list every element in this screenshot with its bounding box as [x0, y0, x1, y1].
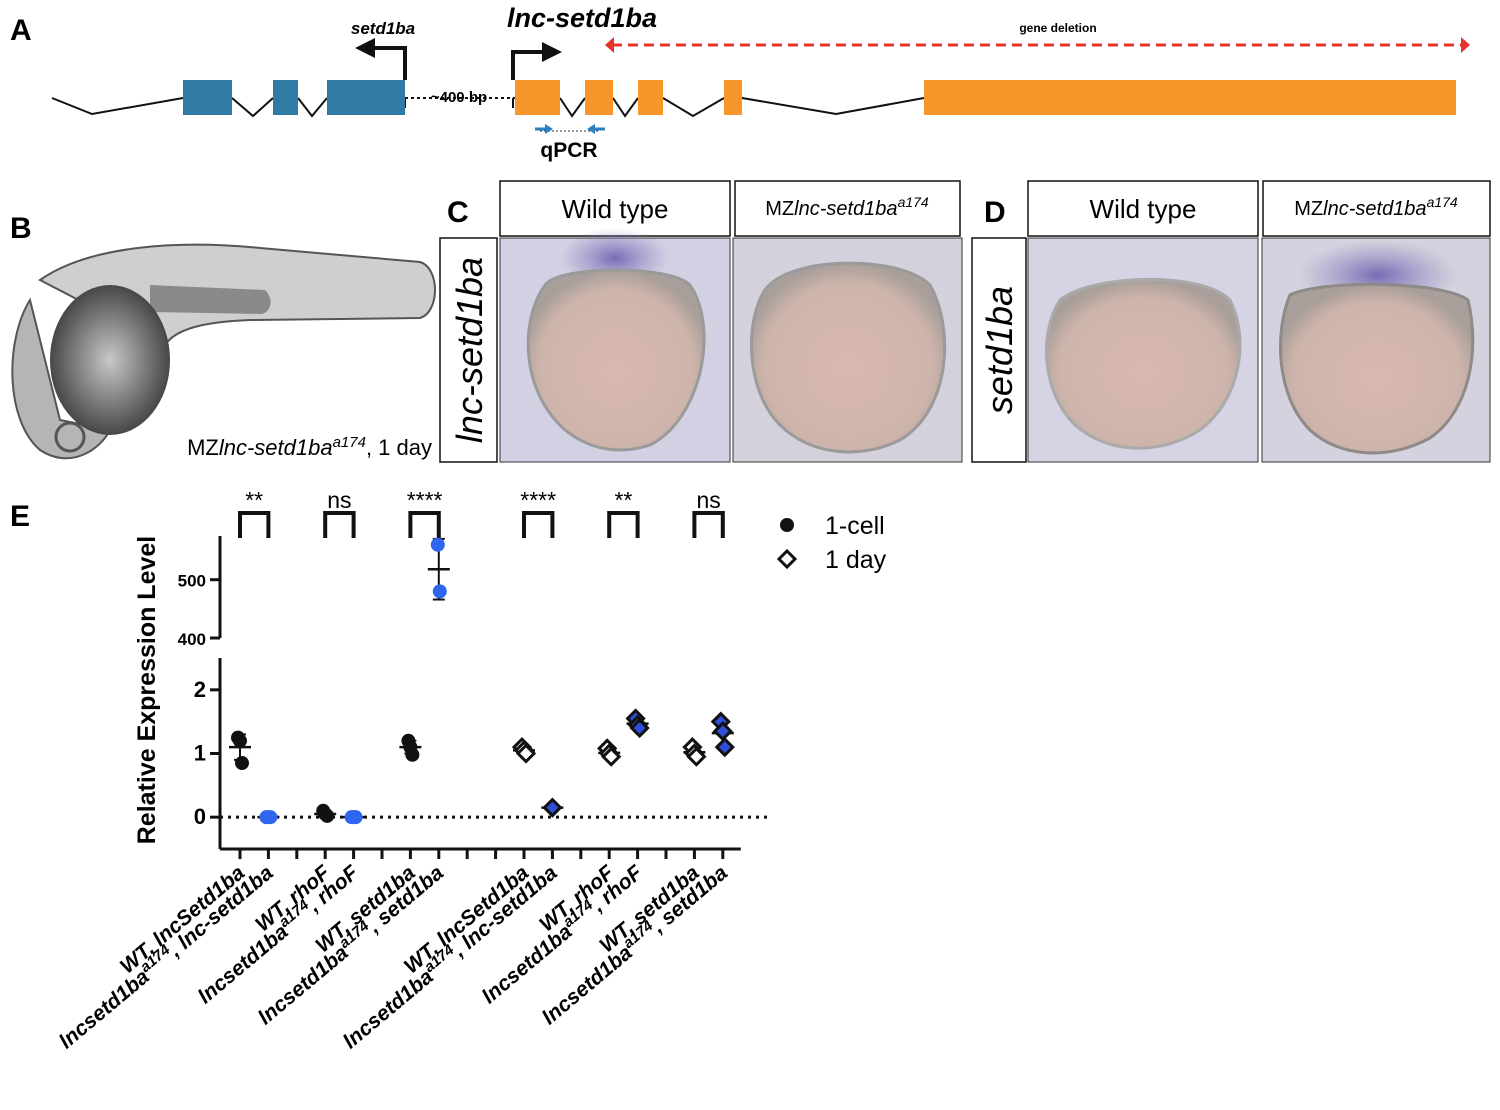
header-part: lnc-setd1ba: [794, 198, 897, 220]
panel-label: D: [984, 196, 1006, 229]
caption-part: lnc-setd1ba: [219, 435, 333, 460]
arrow-head: [542, 42, 562, 62]
legend-label: 1-cell: [825, 512, 885, 540]
ish-image: [1027, 237, 1491, 463]
data-point: [629, 717, 650, 739]
primers: [535, 124, 605, 134]
data-point: [714, 737, 735, 758]
deletion-end: [1461, 37, 1470, 53]
header-superscript: a174: [1427, 194, 1458, 210]
header-box: [1262, 180, 1491, 237]
header-box: [1027, 180, 1259, 237]
significance-bracket: [408, 511, 441, 538]
y-axis-label: Relative Expression Level: [133, 536, 161, 844]
data-point: [515, 743, 537, 764]
caption-part: MZ: [187, 435, 219, 460]
panel-label: C: [447, 196, 469, 229]
data-point: [320, 808, 335, 823]
header-box: [499, 180, 731, 237]
gene-label: lnc-setd1ba: [507, 3, 657, 33]
row-label: lnc-setd1ba: [449, 257, 490, 443]
column-header: Wild type: [562, 194, 669, 224]
legend-marker: [780, 518, 794, 532]
significance-bracket: [522, 511, 555, 538]
significance-label: ****: [520, 487, 556, 513]
row-box: [971, 237, 1027, 463]
data-point: [542, 797, 563, 818]
gene-label: setd1ba: [351, 19, 415, 38]
y-tick-label: 500: [178, 572, 206, 591]
y-tick-label: 0: [194, 804, 206, 829]
y-tick-label: 400: [178, 630, 206, 649]
significance-bracket: [323, 511, 356, 538]
caption: MZlnc-setd1baa174, 1 day: [187, 434, 432, 461]
tss-arrows: [372, 46, 545, 80]
data-point: [235, 756, 249, 771]
significance-bracket: [607, 511, 640, 538]
caption-superscript: a174: [333, 434, 366, 451]
significance-label: **: [614, 487, 632, 513]
significance-label: ns: [327, 487, 351, 513]
data-point: [601, 746, 622, 767]
legend-marker: [776, 548, 798, 570]
header-part: MZ: [1294, 198, 1323, 220]
primer-label: qPCR: [540, 139, 597, 162]
panel-label: B: [10, 212, 32, 245]
row-box: [439, 237, 498, 463]
significance-label: ****: [407, 487, 443, 513]
header-part: MZ: [765, 198, 794, 220]
significance-label: **: [245, 487, 263, 513]
row-label: setd1ba: [979, 286, 1020, 414]
data-point: [233, 733, 247, 748]
significance-bracket: [238, 511, 271, 538]
significance-label: ns: [696, 487, 720, 513]
y-tick-label: 1: [194, 741, 206, 766]
column-header: Wild type: [1090, 194, 1197, 224]
deletion-end: [605, 37, 614, 53]
gene-diagram: [51, 97, 925, 118]
column-header: MZlnc-setd1baa174: [765, 194, 929, 220]
header-superscript: a174: [898, 194, 929, 210]
data-point: [430, 537, 445, 552]
arrow-head: [355, 38, 375, 58]
spacer-label: ~400 bp: [431, 89, 487, 106]
column-header: MZlnc-setd1baa174: [1294, 194, 1458, 220]
data-point: [432, 584, 447, 599]
embryo-image: [11, 243, 436, 460]
legend-label: 1 day: [825, 546, 887, 574]
ish-image: [499, 228, 963, 463]
x-tick-part: lncsetd1ba: [339, 965, 438, 1053]
y-tick-label: 2: [194, 677, 206, 702]
panel-label: E: [10, 500, 30, 533]
data-point: [263, 810, 278, 825]
header-part: lnc-setd1ba: [1323, 198, 1426, 220]
exons: [183, 80, 1456, 115]
data-point: [686, 746, 707, 767]
caption-part: , 1 day: [366, 435, 432, 460]
data-point: [348, 810, 363, 825]
x-tick-part: lncsetd1ba: [55, 965, 154, 1053]
header-box: [734, 180, 961, 237]
panel-label: A: [10, 14, 32, 47]
deletion-label: gene deletion: [1019, 21, 1096, 35]
significance-bracket: [692, 511, 725, 538]
data-point: [405, 747, 420, 762]
